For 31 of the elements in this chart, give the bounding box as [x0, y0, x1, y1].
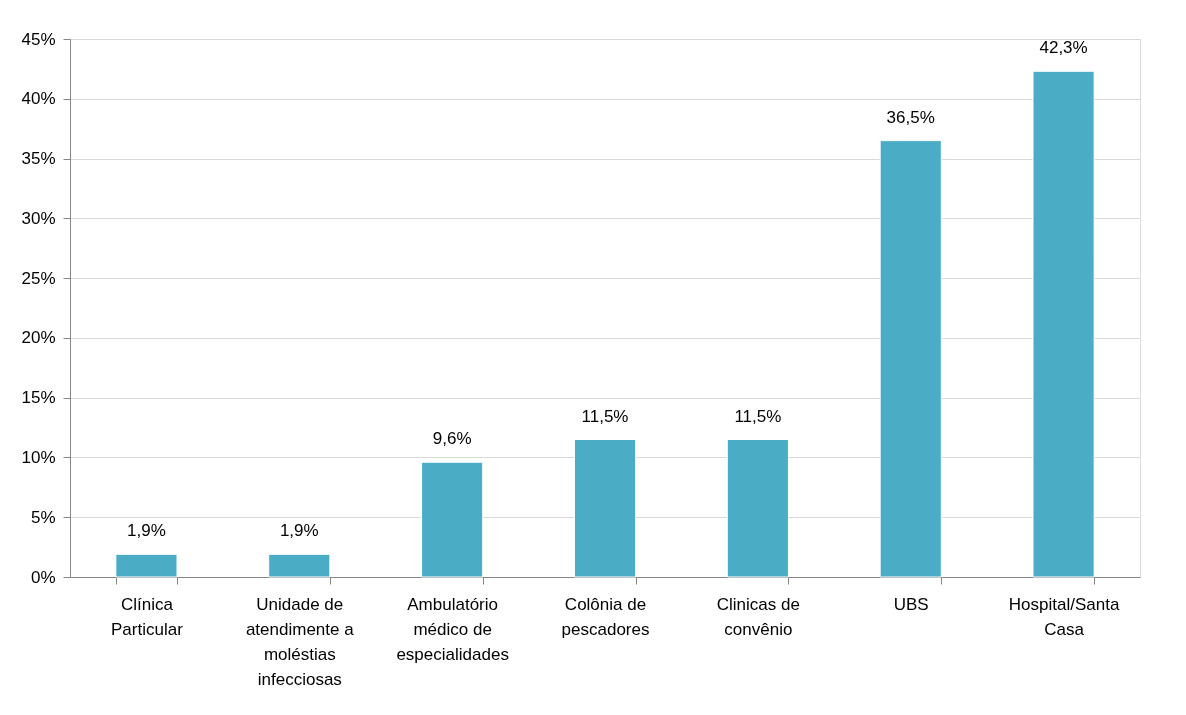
y-tick-label: 5%: [30, 507, 56, 527]
x-tick-label: UBS: [893, 594, 929, 614]
bar: [726, 439, 789, 578]
data-label: 36,5%: [886, 107, 935, 127]
bar: [115, 553, 178, 578]
bar: [879, 140, 942, 578]
bar: [573, 439, 637, 578]
bar: [421, 461, 484, 578]
data-label: 42,3%: [1039, 38, 1088, 58]
data-label: 9,6%: [432, 429, 472, 449]
data-label: 11,5%: [581, 406, 629, 426]
x-tick-label: Colônia de pescadores: [561, 594, 650, 639]
y-tick-label: 15%: [21, 388, 56, 408]
x-tick-label: Unidade de atendimente a moléstias infecciosas: [245, 594, 355, 689]
y-tick-label: 35%: [21, 149, 56, 169]
data-label: 1,9%: [127, 521, 166, 541]
bar: [1032, 70, 1095, 578]
y-tick-label: 25%: [21, 268, 56, 288]
y-tick-label: 40%: [21, 89, 56, 109]
data-label: 1,9%: [279, 521, 319, 541]
x-tick-label: Clínica Particular: [111, 594, 184, 639]
y-tick-label: 20%: [21, 328, 56, 348]
y-tick-label: 10%: [21, 447, 56, 467]
bar: [268, 553, 331, 578]
x-tick-label: Ambulatório médico de especialidades: [396, 594, 509, 664]
y-tick-label: 0%: [30, 567, 56, 587]
y-tick-label: 45%: [21, 29, 56, 49]
x-tick-label: Hospital/Santa Casa: [1008, 594, 1120, 639]
y-tick-label: 30%: [21, 208, 56, 228]
x-tick-label: Clinicas de convênio: [716, 594, 800, 639]
data-label: 11,5%: [734, 406, 782, 426]
